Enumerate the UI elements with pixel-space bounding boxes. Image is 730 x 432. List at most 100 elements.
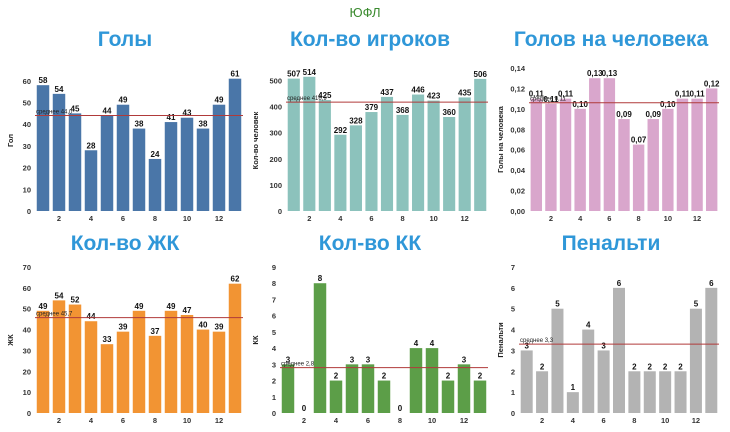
y-axis-label: Голы на человека [496,105,505,173]
x-tick-label: 6 [369,214,373,223]
value-label: 435 [458,88,472,97]
value-label: 0,07 [631,136,647,145]
chart-panel-goals-per-player: Голов на человека 0,00 0,02 0,04 0,06 0,08 0,… [495,28,727,228]
chart-svg: 0,00 0,02 0,04 0,06 0,08 0,10 0,12 0,14 Голы на … [496,64,720,223]
x-tick-label: 4 [571,416,576,425]
y-tick-label: 8 [272,279,276,288]
bar [52,93,66,211]
bar [148,158,162,211]
value-label: 61 [231,70,240,79]
y-tick-label: 1 [272,393,276,402]
value-label: 0,10 [572,100,588,109]
value-label: 3 [601,341,606,350]
chart-title: Кол-во ЖК [70,232,180,255]
bar [334,134,347,211]
x-tick-label: 8 [398,416,402,425]
value-label: 423 [427,92,441,101]
bar [180,117,194,211]
y-tick-label: 9 [272,263,276,272]
bar [164,310,178,413]
x-tick-label: 2 [549,214,553,223]
value-label: 28 [87,141,96,150]
bar [313,283,327,413]
chart-svg: 0 10 20 30 40 50 60 70 ЖК 49 54 52 44 33 39 49 37 49 47 40 3… [6,263,243,425]
x-tick-label: 12 [215,214,223,223]
value-label: 4 [414,339,419,348]
chart-panel-players: Кол-во игроков 0 100 200 300 400 500 Кол-во че… [250,28,490,228]
y-tick-label: 500 [269,76,282,85]
value-label: 368 [396,106,410,115]
average-label: среднее 44,0 [36,110,73,116]
y-tick-label: 10 [23,185,31,194]
bar [689,308,702,413]
bar [589,78,601,211]
x-tick-label: 8 [632,416,636,425]
bar [559,98,572,211]
bar [84,321,98,413]
x-tick-label: 4 [89,214,94,223]
x-tick-label: 12 [461,214,469,223]
y-tick-label: 7 [272,295,276,304]
bar [632,144,645,211]
value-label: 0,10 [660,100,676,109]
y-tick-label: 0,10 [510,105,525,114]
bar [212,331,226,413]
value-label: 0,11 [675,90,691,99]
bar [52,300,66,413]
value-label: 2 [382,372,387,381]
value-label: 2 [334,372,339,381]
value-label: 39 [119,323,128,332]
bar [380,96,394,211]
x-tick-label: 10 [428,416,436,425]
y-tick-label: 3 [272,360,276,369]
bar [100,115,114,211]
value-label: 38 [135,120,144,129]
x-tick-label: 10 [429,214,437,223]
y-tick-label: 50 [23,305,31,314]
y-tick-label: 0 [278,207,282,216]
value-label: 0,09 [645,110,661,119]
bar [530,98,543,211]
x-tick-label: 2 [540,416,544,425]
bar [68,113,82,211]
bar [566,392,579,413]
bar [212,104,226,211]
y-axis-label: Гол [6,134,15,147]
bar [412,94,425,211]
y-tick-label: 60 [23,284,31,293]
average-label: среднее 3,3 [520,338,554,344]
x-tick-label: 6 [602,416,606,425]
x-tick-label: 12 [215,416,223,425]
value-label: 4 [430,339,435,348]
value-label: 54 [55,291,64,300]
x-tick-label: 8 [400,214,404,223]
bar [691,98,703,211]
y-tick-label: 6 [511,284,515,293]
x-tick-label: 12 [693,214,701,223]
y-tick-label: 5 [272,328,276,337]
value-label: 514 [303,68,317,77]
bar [427,100,440,211]
bar [613,287,625,413]
bar [628,371,641,413]
x-tick-label: 6 [121,416,125,425]
value-label: 2 [663,362,668,371]
x-tick-label: 2 [57,214,61,223]
bar [597,350,610,413]
value-label: 0,09 [616,110,632,119]
y-tick-label: 1 [511,388,515,397]
value-label: 0,11 [690,90,706,99]
value-label: 507 [287,70,301,79]
y-tick-label: 300 [269,129,282,138]
value-label: 1 [571,383,576,392]
y-tick-label: 4 [272,344,277,353]
value-label: 8 [318,274,323,283]
bar [36,85,50,211]
value-label: 39 [215,323,224,332]
value-label: 2 [678,362,683,371]
y-tick-label: 20 [23,164,31,173]
bar [545,103,557,211]
value-label: 6 [709,279,714,288]
x-tick-label: 4 [578,214,583,223]
chart-panel-yellow-cards: Кол-во ЖК 0 10 20 30 40 50 60 70 ЖК 49 54 52 44 33 39 4… [5,230,245,430]
